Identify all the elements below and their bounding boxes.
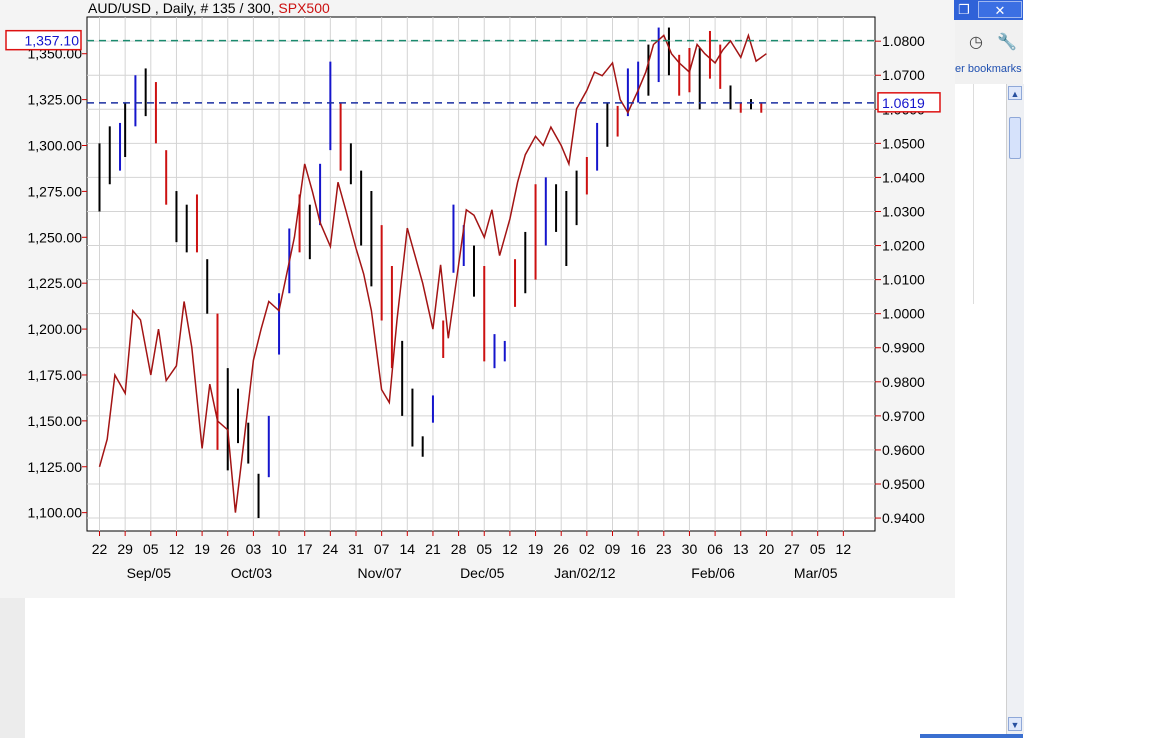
x-tick-label: 06 (707, 541, 723, 557)
chart-title: AUD/USD , Daily, # 135 / 300, SPX500 (88, 0, 330, 16)
left-tick-label: 1,100.00 (28, 505, 83, 521)
right-tick-label: 1.0400 (882, 169, 925, 185)
right-tick-label: 1.0300 (882, 203, 925, 219)
x-tick-label: 20 (759, 541, 775, 557)
month-label: Feb/06 (691, 565, 735, 581)
month-label: Nov/07 (357, 565, 402, 581)
x-tick-label: 16 (630, 541, 646, 557)
price-bars (98, 27, 763, 519)
left-tick-label: 1,200.00 (28, 321, 83, 337)
x-tick-label: 12 (836, 541, 852, 557)
right-tick-label: 1.0800 (882, 33, 925, 49)
x-tick-label: 13 (733, 541, 749, 557)
x-axis: 22 29 05 12 19 26 03 10 17 24 31 07 14 21 28 05 12 19 26 02… (92, 531, 852, 581)
right-axis: 0.9400 0.9500 0.9600 0.9700 0.9800 0.9900 1.00… (875, 33, 925, 526)
x-tick-label: 05 (810, 541, 826, 557)
page-left-margin (0, 598, 25, 738)
left-tick-label: 1,325.00 (28, 92, 83, 108)
right-tick-label: 1.0100 (882, 272, 925, 288)
x-tick-label: 02 (579, 541, 595, 557)
x-tick-label: 14 (400, 541, 416, 557)
overlay-line (98, 32, 767, 513)
right-tick-label: 1.0200 (882, 238, 925, 254)
x-tick-label: 19 (528, 541, 544, 557)
x-tick-label: 03 (246, 541, 262, 557)
x-tick-label: 05 (476, 541, 492, 557)
x-tick-label: 22 (92, 541, 108, 557)
x-tick-label: 27 (784, 541, 800, 557)
x-tick-label: 26 (553, 541, 569, 557)
wrench-icon[interactable]: 🔧 (997, 34, 1017, 51)
x-tick-label: 07 (374, 541, 390, 557)
right-tick-label: 0.9700 (882, 408, 925, 424)
scroll-up-icon[interactable]: ▲ (1008, 86, 1022, 100)
right-tick-label: 1.0700 (882, 67, 925, 83)
month-label: Mar/05 (794, 565, 838, 581)
left-tick-label: 1,125.00 (28, 459, 83, 475)
right-tick-label: 1.0500 (882, 135, 925, 151)
right-marker-box (877, 92, 941, 113)
x-tick-label: 21 (425, 541, 441, 557)
left-tick-label: 1,225.00 (28, 275, 83, 291)
right-tick-label: 0.9600 (882, 442, 925, 458)
left-tick-label: 1,250.00 (28, 229, 83, 245)
left-tick-label: 1,275.00 (28, 183, 83, 199)
x-tick-label: 23 (656, 541, 672, 557)
x-tick-label: 24 (323, 541, 339, 557)
x-tick-label: 09 (605, 541, 621, 557)
scroll-thumb[interactable] (1009, 117, 1021, 159)
x-tick-label: 31 (348, 541, 364, 557)
bookmarks-link[interactable]: er bookmarks (955, 63, 1022, 75)
side-panel (955, 84, 974, 304)
right-marker-value: 1.0619 (882, 95, 925, 111)
left-axis: 1,100.00 1,125.00 1,150.00 1,175.00 1,200.00… (28, 46, 87, 521)
x-tick-label: 29 (117, 541, 133, 557)
left-tick-label: 1,300.00 (28, 138, 83, 154)
page-blank-area (25, 598, 920, 738)
x-tick-label: 19 (194, 541, 210, 557)
scroll-down-icon[interactable]: ▼ (1008, 717, 1022, 731)
x-tick-label: 28 (451, 541, 467, 557)
x-tick-label: 17 (297, 541, 313, 557)
history-icon[interactable]: ◷ (969, 34, 983, 51)
right-tick-label: 0.9400 (882, 510, 925, 526)
overlay-series (98, 32, 767, 513)
chart-panel: AUD/USD , Daily, # 135 / 300, SPX500 1,1… (0, 0, 955, 598)
x-tick-label: 10 (271, 541, 287, 557)
right-tick-label: 0.9500 (882, 476, 925, 492)
overlay-name: SPX500 (278, 0, 330, 16)
x-tick-label: 12 (169, 541, 185, 557)
status-bar-edge (920, 734, 1023, 738)
left-marker-box (5, 29, 82, 51)
browser-toolbar: ◷ 🔧 (955, 20, 1023, 84)
chart-svg: AUD/USD , Daily, # 135 / 300, SPX500 1,1… (5, 0, 941, 581)
right-tick-label: 1.0000 (882, 306, 925, 322)
month-label: Dec/05 (460, 565, 505, 581)
window-buttons: ❐ ✕ (954, 0, 1023, 20)
x-tick-label: 05 (143, 541, 159, 557)
left-marker-value: 1,357.10 (25, 33, 80, 49)
left-tick-label: 1,175.00 (28, 367, 83, 383)
x-tick-label: 30 (682, 541, 698, 557)
vertical-scrollbar[interactable]: ▲ ▼ (1006, 84, 1024, 734)
x-tick-label: 12 (502, 541, 518, 557)
restore-icon[interactable]: ❐ (958, 2, 970, 17)
right-tick-label: 0.9900 (882, 340, 925, 356)
month-label: Oct/03 (231, 565, 272, 581)
right-tick-label: 0.9800 (882, 374, 925, 390)
axis-markers: 1,357.10 1.0619 (5, 29, 941, 113)
plot-area[interactable] (86, 16, 876, 532)
month-label: Jan/02/12 (554, 565, 616, 581)
left-tick-label: 1,150.00 (28, 413, 83, 429)
close-icon[interactable]: ✕ (978, 1, 1022, 18)
month-label: Sep/05 (127, 565, 172, 581)
x-tick-label: 26 (220, 541, 236, 557)
